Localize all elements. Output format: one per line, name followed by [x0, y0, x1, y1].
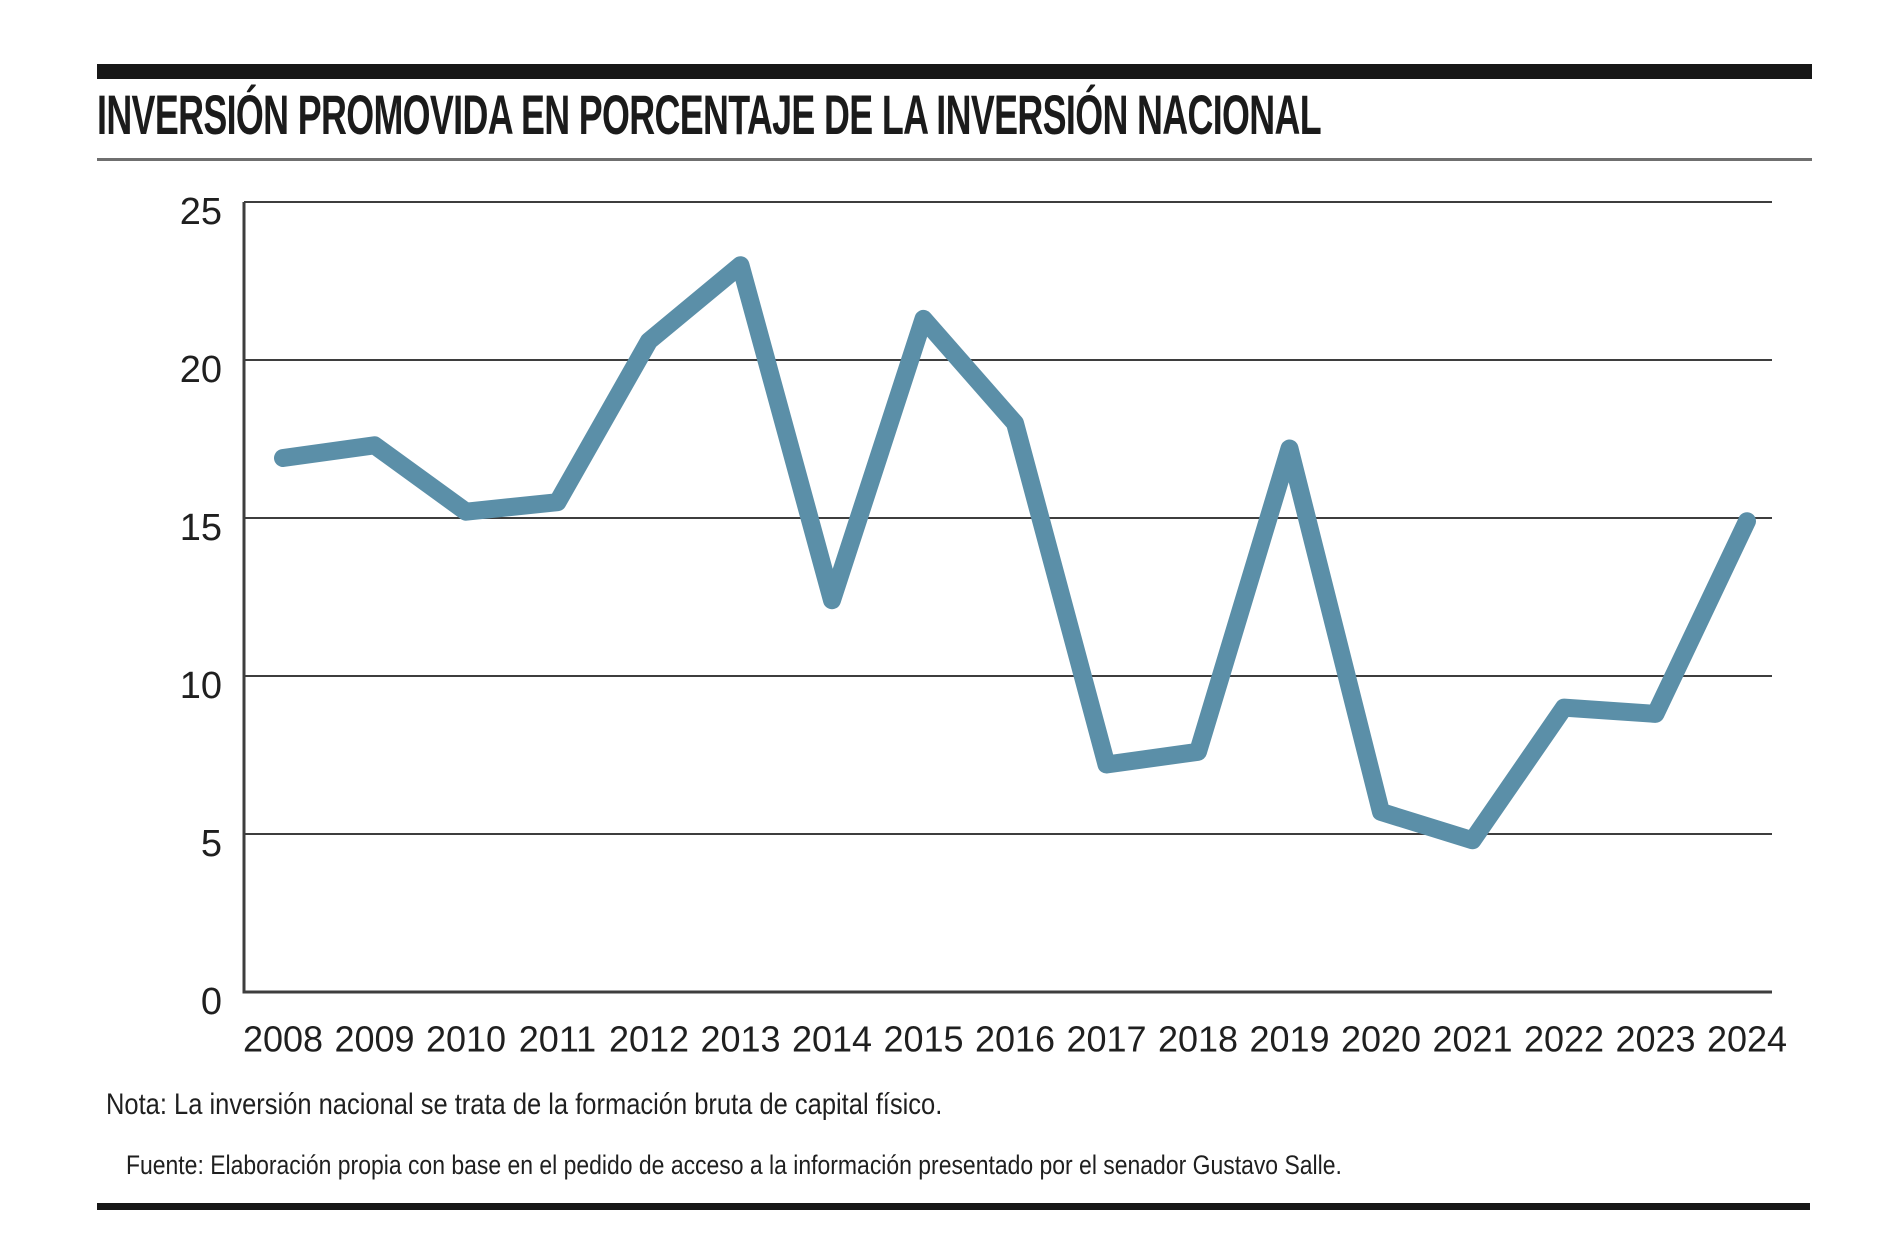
x-axis-label: 2010	[426, 1019, 506, 1060]
y-axis-label: 25	[180, 191, 222, 233]
x-axis-label: 2016	[975, 1019, 1055, 1060]
x-axis-label: 2013	[700, 1019, 780, 1060]
chart-note: Nota: La inversión nacional se trata de …	[106, 1088, 943, 1121]
x-axis-label: 2022	[1524, 1019, 1604, 1060]
x-axis-label: 2021	[1432, 1019, 1512, 1060]
x-axis-label: 2024	[1707, 1019, 1787, 1060]
y-axis-label: 20	[180, 349, 222, 391]
page-title: INVERSIÓN PROMOVIDA EN PORCENTAJE DE LA …	[97, 83, 1322, 146]
y-axis-label: 15	[180, 507, 222, 549]
chart-source: Fuente: Elaboración propia con base en e…	[126, 1150, 1342, 1180]
x-axis-label: 2008	[243, 1019, 323, 1060]
title-underline	[97, 158, 1812, 161]
y-axis-label: 5	[201, 823, 222, 865]
x-axis-label: 2011	[519, 1019, 596, 1060]
x-axis-label: 2018	[1158, 1019, 1238, 1060]
x-axis-label: 2017	[1066, 1019, 1146, 1060]
y-axis-label: 10	[180, 665, 222, 707]
investment-share-line	[274, 256, 1756, 850]
x-axis-label: 2023	[1615, 1019, 1695, 1060]
bottom-rule-bar	[97, 1203, 1810, 1210]
x-axis-label: 2009	[334, 1019, 414, 1060]
x-axis-label: 2019	[1249, 1019, 1329, 1060]
y-axis-label: 0	[201, 981, 222, 1023]
x-axis-label: 2014	[792, 1019, 872, 1060]
x-axis-label: 2015	[883, 1019, 963, 1060]
x-axis-label: 2012	[609, 1019, 689, 1060]
top-rule-bar	[97, 64, 1812, 79]
x-axis-label: 2020	[1341, 1019, 1421, 1060]
